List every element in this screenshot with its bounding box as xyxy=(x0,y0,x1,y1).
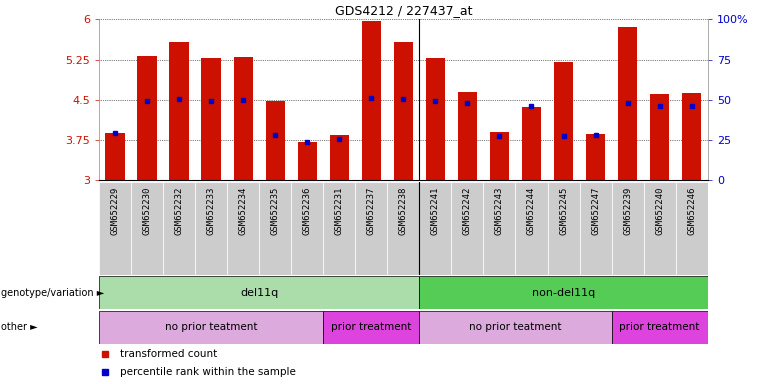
Bar xyxy=(483,182,515,275)
Text: GSM652236: GSM652236 xyxy=(303,187,312,235)
Text: transformed count: transformed count xyxy=(120,349,218,359)
Bar xyxy=(490,132,509,180)
Text: other ►: other ► xyxy=(1,322,37,333)
Text: non-del11q: non-del11q xyxy=(532,288,595,298)
Bar xyxy=(227,182,260,275)
Text: GSM652231: GSM652231 xyxy=(335,187,344,235)
Bar xyxy=(323,182,355,275)
Text: GSM652245: GSM652245 xyxy=(559,187,568,235)
Text: GSM652241: GSM652241 xyxy=(431,187,440,235)
Bar xyxy=(458,92,477,180)
Bar xyxy=(644,182,676,275)
Text: GSM652238: GSM652238 xyxy=(399,187,408,235)
Title: GDS4212 / 227437_at: GDS4212 / 227437_at xyxy=(335,3,472,17)
Text: GSM652242: GSM652242 xyxy=(463,187,472,235)
Bar xyxy=(131,182,163,275)
Bar xyxy=(612,311,708,344)
Bar xyxy=(451,182,483,275)
Bar xyxy=(580,182,612,275)
Bar xyxy=(393,42,413,180)
Text: no prior teatment: no prior teatment xyxy=(470,322,562,333)
Bar xyxy=(170,42,189,180)
Bar xyxy=(682,93,702,180)
Bar xyxy=(676,182,708,275)
Bar xyxy=(515,182,547,275)
Text: no prior teatment: no prior teatment xyxy=(165,322,257,333)
Bar xyxy=(260,182,291,275)
Bar xyxy=(138,56,157,180)
Text: GSM652230: GSM652230 xyxy=(142,187,151,235)
Text: GSM652239: GSM652239 xyxy=(623,187,632,235)
Bar xyxy=(355,182,387,275)
Bar xyxy=(99,182,131,275)
Bar xyxy=(99,311,323,344)
Bar xyxy=(330,135,349,180)
Text: GSM652246: GSM652246 xyxy=(687,187,696,235)
Bar xyxy=(298,142,317,180)
Text: genotype/variation ►: genotype/variation ► xyxy=(1,288,104,298)
Bar xyxy=(105,133,125,180)
Text: GSM652240: GSM652240 xyxy=(655,187,664,235)
Text: GSM652247: GSM652247 xyxy=(591,187,600,235)
Bar xyxy=(361,21,381,180)
Bar xyxy=(195,182,227,275)
Bar xyxy=(163,182,195,275)
Bar xyxy=(202,58,221,180)
Bar xyxy=(419,311,612,344)
Bar xyxy=(586,134,605,180)
Bar xyxy=(650,94,669,180)
Text: GSM652233: GSM652233 xyxy=(206,187,215,235)
Text: prior treatment: prior treatment xyxy=(331,322,412,333)
Text: GSM652243: GSM652243 xyxy=(495,187,504,235)
Text: GSM652229: GSM652229 xyxy=(110,187,119,235)
Text: GSM652232: GSM652232 xyxy=(174,187,183,235)
Bar xyxy=(419,182,451,275)
Bar xyxy=(419,276,708,309)
Bar xyxy=(547,182,580,275)
Text: GSM652235: GSM652235 xyxy=(271,187,279,235)
Bar xyxy=(387,182,419,275)
Bar xyxy=(618,27,637,180)
Text: GSM652234: GSM652234 xyxy=(239,187,247,235)
Text: GSM652244: GSM652244 xyxy=(527,187,536,235)
Bar xyxy=(522,107,541,180)
Text: GSM652237: GSM652237 xyxy=(367,187,376,235)
Bar xyxy=(291,182,323,275)
Bar xyxy=(266,101,285,180)
Bar xyxy=(234,57,253,180)
Bar xyxy=(612,182,644,275)
Bar xyxy=(554,62,573,180)
Text: percentile rank within the sample: percentile rank within the sample xyxy=(120,366,296,377)
Bar xyxy=(425,58,445,180)
Bar xyxy=(99,276,419,309)
Bar xyxy=(323,311,419,344)
Text: prior treatment: prior treatment xyxy=(619,322,700,333)
Text: del11q: del11q xyxy=(240,288,279,298)
